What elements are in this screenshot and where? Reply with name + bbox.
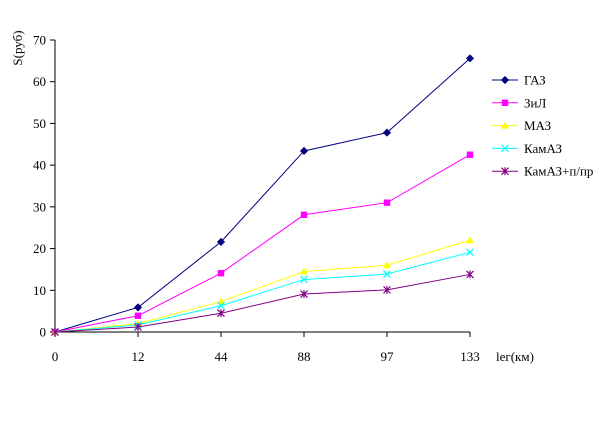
point-marker: [466, 151, 474, 158]
series-1: [50, 54, 475, 337]
point-marker: [299, 146, 309, 156]
point-marker: [217, 269, 225, 277]
point-marker: [501, 121, 509, 129]
y-tick-label: 50: [33, 116, 46, 131]
legend-label: ЗиЛ: [524, 95, 546, 110]
point-marker: [51, 328, 59, 336]
legend-label: КамАЗ+п/пр: [524, 164, 593, 179]
x-axis-title: lег(км): [496, 349, 534, 364]
x-tick-label: 88: [298, 349, 311, 364]
point-marker: [133, 303, 143, 312]
y-tick-label: 30: [33, 199, 46, 214]
point-marker: [383, 261, 391, 269]
point-marker: [501, 167, 509, 176]
series-4: [51, 248, 474, 336]
y-axis-title: S(руб): [10, 30, 25, 65]
point-marker: [383, 199, 391, 206]
y-tick-label: 40: [33, 158, 46, 173]
legend-item: КамАЗ: [492, 141, 562, 156]
legend: ГАЗ ЗиЛ МАЗ КамАЗ КамАЗ+п/пр: [492, 73, 593, 179]
point-marker: [300, 275, 308, 284]
x-tick-label: 97: [381, 349, 395, 364]
x-tick-label: 133: [460, 349, 480, 364]
series-line: [54, 154, 471, 333]
series-line: [54, 239, 471, 333]
series-layer: [50, 54, 475, 337]
series-5: [51, 270, 474, 336]
y-tick-label: 10: [33, 283, 46, 298]
point-marker: [300, 290, 308, 299]
point-marker: [501, 144, 509, 153]
point-marker: [466, 270, 474, 279]
series-line: [54, 251, 471, 333]
x-tick-label: 12: [132, 349, 145, 364]
legend-item: КамАЗ+п/пр: [492, 164, 593, 179]
point-marker: [500, 75, 510, 85]
x-tick-label: 44: [215, 349, 229, 364]
legend-item: ЗиЛ: [492, 95, 546, 110]
y-tick-label: 0: [40, 325, 47, 340]
legend-label: МАЗ: [524, 118, 551, 133]
point-marker: [216, 237, 226, 246]
point-marker: [300, 267, 308, 275]
point-marker: [465, 54, 475, 63]
point-marker: [217, 301, 225, 310]
point-marker: [382, 128, 392, 137]
legend-item: МАЗ: [492, 118, 551, 133]
point-marker: [217, 297, 225, 305]
y-tick-label: 60: [33, 74, 46, 89]
point-marker: [383, 285, 391, 294]
axes: 0 10 20 30 40 50 60 70 0 12 44 88 97 133: [33, 33, 480, 365]
point-marker: [466, 248, 474, 257]
series-line: [54, 57, 471, 333]
y-tick-label: 70: [33, 33, 46, 48]
y-tick-label: 20: [33, 241, 46, 256]
legend-item: ГАЗ: [492, 73, 546, 88]
legend-label: КамАЗ: [524, 141, 562, 156]
point-marker: [466, 236, 474, 244]
point-marker: [501, 99, 509, 106]
x-tick-label: 0: [52, 349, 59, 364]
series-line: [54, 273, 471, 333]
point-marker: [134, 312, 142, 319]
series-2: [51, 151, 474, 336]
point-marker: [383, 270, 391, 278]
point-marker: [217, 309, 225, 318]
point-marker: [300, 211, 308, 218]
legend-label: ГАЗ: [524, 73, 546, 88]
point-marker: [134, 322, 142, 331]
